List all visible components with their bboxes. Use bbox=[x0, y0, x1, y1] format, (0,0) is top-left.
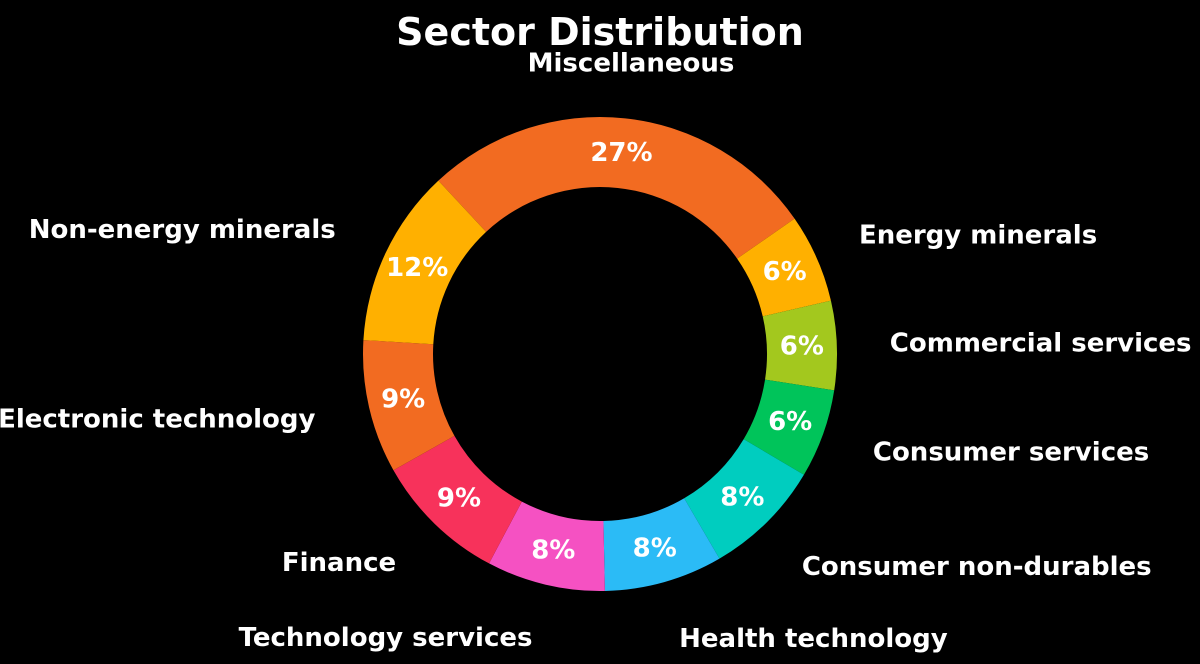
donut-slice-8 bbox=[363, 340, 455, 471]
donut-slice-5 bbox=[603, 498, 720, 591]
donut-slice-4 bbox=[684, 439, 804, 559]
slice-category-label-9: Non-energy minerals bbox=[29, 215, 336, 245]
chart-title: Sector Distribution bbox=[396, 10, 804, 54]
slice-percent-label-0: 27% bbox=[590, 138, 652, 168]
slice-category-label-5: Health technology bbox=[679, 624, 948, 654]
slice-category-label-7: Finance bbox=[282, 548, 396, 578]
slice-percent-labels: 27% 6% 6% 6% 8% 8% 8% 9% 9% 12% bbox=[381, 138, 824, 565]
donut-slice-6 bbox=[489, 501, 605, 591]
donut-slices bbox=[363, 117, 837, 591]
slice-category-label-0: Miscellaneous bbox=[528, 49, 735, 79]
slice-category-label-2: Commercial services bbox=[890, 328, 1192, 358]
slice-category-label-4: Consumer non-durables bbox=[802, 552, 1152, 582]
slice-percent-label-2: 6% bbox=[780, 332, 824, 362]
donut-slice-7 bbox=[393, 435, 522, 564]
slice-category-label-6: Technology services bbox=[239, 623, 533, 653]
slice-percent-label-9: 12% bbox=[386, 253, 448, 283]
slice-percent-label-6: 8% bbox=[531, 536, 575, 566]
slice-percent-label-8: 9% bbox=[381, 384, 425, 414]
donut-slice-9 bbox=[363, 180, 487, 345]
slice-percent-label-3: 6% bbox=[768, 407, 812, 437]
donut-slice-1 bbox=[737, 218, 831, 317]
donut-slice-3 bbox=[743, 379, 835, 475]
donut-slice-0 bbox=[438, 117, 795, 259]
slice-percent-label-5: 8% bbox=[633, 533, 677, 563]
slice-percent-label-4: 8% bbox=[720, 482, 764, 512]
slice-percent-label-7: 9% bbox=[437, 484, 481, 514]
slice-category-label-3: Consumer services bbox=[873, 438, 1149, 468]
slice-category-label-1: Energy minerals bbox=[859, 221, 1097, 251]
slice-percent-label-1: 6% bbox=[763, 257, 807, 287]
slice-category-label-8: Electronic technology bbox=[0, 405, 316, 435]
donut-slice-2 bbox=[762, 300, 837, 391]
slice-category-labels: Miscellaneous Energy minerals Commercial s… bbox=[0, 49, 1192, 654]
